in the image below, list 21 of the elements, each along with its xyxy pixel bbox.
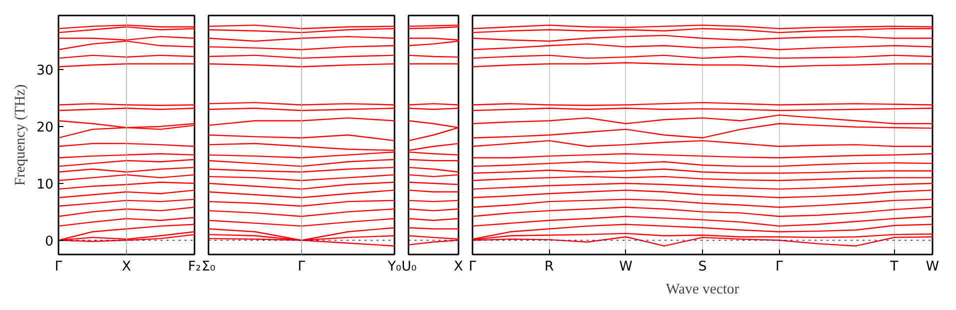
y-tick-label: 30: [36, 64, 54, 79]
x-tick-label: T: [889, 260, 900, 274]
x-tick-label: Σ₀: [202, 260, 216, 274]
x-tick-label: X: [454, 260, 464, 274]
x-axis-title: Wave vector: [666, 282, 740, 298]
x-tick-label: Γ: [54, 260, 63, 274]
x-tick-label: Γ: [298, 260, 306, 274]
x-tick-label: W: [926, 260, 940, 274]
x-tick-label: F₂: [188, 260, 202, 274]
x-tick-label: X: [122, 260, 132, 274]
x-tick-label: R: [544, 260, 554, 274]
x-tick-label: W: [619, 260, 632, 274]
y-tick-label: 0: [45, 234, 54, 250]
x-tick-label: U₀: [402, 260, 417, 274]
x-tick-label: Γ: [775, 260, 784, 274]
x-tick-label: Γ: [468, 260, 477, 274]
y-tick-label: 10: [36, 177, 54, 192]
y-axis-title: Frequency (THz): [12, 84, 29, 186]
x-tick-label: Y₀: [386, 260, 402, 274]
x-tick-label: S: [698, 260, 707, 274]
y-tick-label: 20: [36, 120, 54, 136]
